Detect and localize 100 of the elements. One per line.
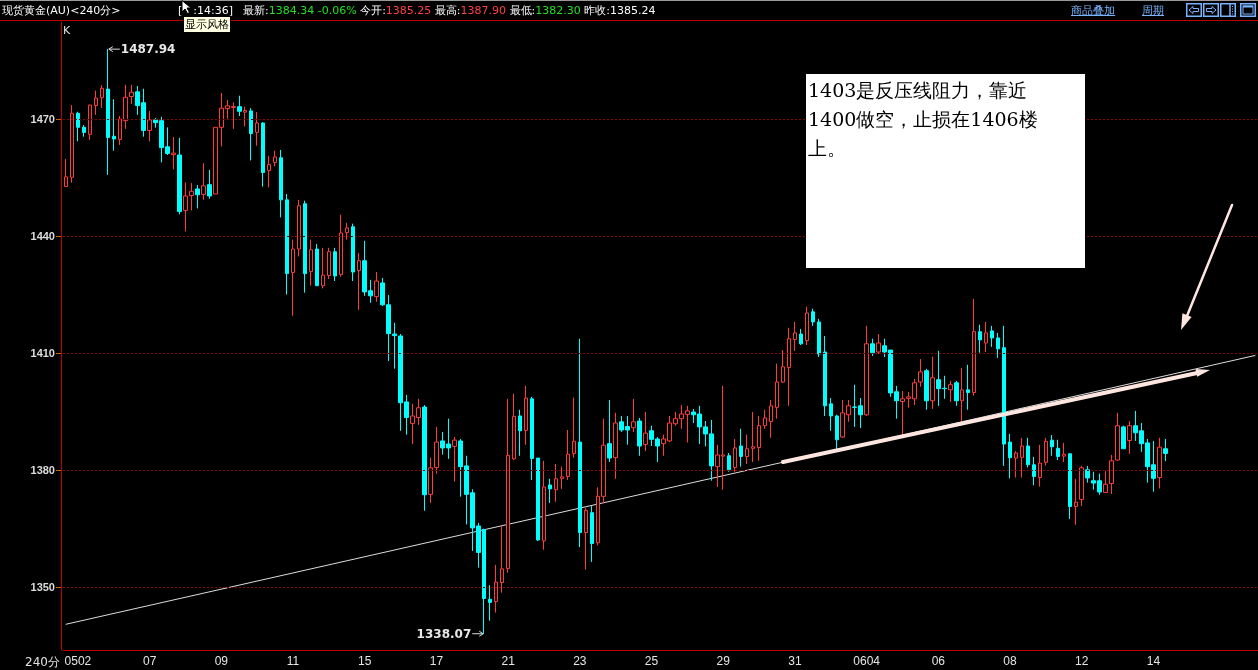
y-tick-label: 1410 (30, 347, 55, 360)
candlestick (309, 239, 313, 287)
candlestick (745, 434, 749, 465)
candlestick (297, 199, 301, 257)
candlestick (500, 525, 504, 594)
candlestick (1038, 444, 1042, 488)
candlestick (129, 84, 134, 105)
x-tick-label: 25 (644, 654, 659, 668)
x-tick-label: 06 (931, 654, 946, 668)
candlestick (201, 162, 206, 201)
candlestick (823, 335, 827, 417)
candlestick (285, 193, 289, 296)
candlestick (548, 478, 552, 504)
candlestick (273, 150, 277, 167)
y-tick-label: 1350 (30, 581, 55, 594)
candlestick (631, 398, 636, 433)
candlestick (930, 356, 935, 410)
candlestick (64, 158, 68, 188)
candlestick (1157, 437, 1162, 490)
x-tick-label: 23 (573, 654, 587, 668)
candlestick (1062, 442, 1066, 463)
x-tick-label: 14 (1146, 654, 1161, 668)
candlestick (171, 136, 176, 170)
candlestick (793, 321, 797, 352)
candlestick (70, 104, 74, 184)
candlestick (530, 396, 534, 481)
x-tick-label: 17 (429, 654, 444, 668)
annotation: 显示风格 (183, 16, 231, 33)
candlestick (948, 380, 953, 403)
candlestick (566, 429, 570, 481)
candlestick (1032, 456, 1036, 486)
x-tick-label: 09 (214, 654, 229, 668)
candlestick (727, 452, 731, 473)
candlestick (757, 415, 761, 462)
candlestick (1127, 420, 1132, 455)
candlestick (781, 349, 785, 384)
candlestick (1074, 478, 1078, 526)
candlestick (835, 414, 839, 451)
candlestick (512, 393, 516, 461)
candlestick (303, 200, 307, 294)
x-tick-label: 07 (142, 654, 157, 668)
candlestick (100, 84, 104, 109)
chart-title: 现货黄金(AU)<240分> (2, 3, 121, 18)
candlestick (494, 564, 498, 614)
candlestick (357, 252, 361, 311)
note-card: 1403是反压线阻力，靠近1400做空，止损在1406楼上。 (806, 74, 1085, 268)
annotation: K (63, 24, 71, 37)
candlestick (1044, 437, 1048, 466)
candlestick (966, 364, 970, 411)
candlestick (643, 411, 648, 452)
candlestick (327, 247, 331, 280)
candlestick (990, 325, 994, 348)
candlestick (147, 110, 152, 142)
text: 商品叠加 (1071, 3, 1115, 18)
candlestick (763, 409, 767, 430)
candlestick (996, 332, 1000, 359)
x-tick-label: 08 (1003, 654, 1018, 668)
candlestick (1002, 325, 1006, 467)
candlestick (829, 397, 833, 432)
candlestick (82, 124, 86, 138)
candlestick (374, 271, 379, 303)
candlestick (237, 95, 242, 117)
candlestick (954, 380, 959, 407)
candlestick (924, 368, 929, 411)
candlestick (452, 436, 457, 482)
candlestick (333, 247, 337, 282)
y-tick-label: 1440 (30, 230, 55, 243)
candlestick (112, 98, 116, 152)
candlestick (1050, 434, 1054, 457)
candlestick (984, 321, 988, 353)
candlestick (751, 411, 755, 463)
candlestick (787, 327, 791, 407)
candlestick (542, 460, 546, 551)
candlestick (261, 121, 265, 188)
x-tick-label: 29 (716, 654, 731, 668)
candlestick (536, 457, 540, 542)
candlestick (1026, 437, 1030, 468)
candlestick (1163, 438, 1168, 462)
x-tick-label: 11 (286, 654, 300, 668)
candlestick (106, 48, 110, 176)
candlestick (524, 385, 528, 446)
candlestick (978, 324, 982, 354)
candlestick (733, 438, 737, 473)
x-tick-label: 0604 (853, 654, 881, 668)
text: 最新:1384.34 -0.06% 今开:1385.25 最高:1387.90 最低:1382.30 昨收:1385.24 (243, 4, 656, 17)
candlestick (1121, 425, 1126, 450)
candlestick (560, 466, 564, 490)
candlestick (607, 399, 612, 463)
candlestick (1068, 452, 1072, 520)
candlestick (488, 584, 492, 622)
candlestick (422, 404, 427, 512)
text: [ :14:36] (178, 3, 233, 18)
candlestick (267, 155, 271, 188)
candlestick (817, 318, 821, 358)
candlestick (345, 222, 349, 241)
candlestick (321, 247, 325, 289)
candlestick (506, 398, 510, 574)
annotation: 1403是反压线阻力，靠近1400做空，止损在1406楼上。 (808, 78, 1039, 161)
x-tick-label: 0502 (64, 654, 92, 668)
candlestick (279, 149, 283, 218)
